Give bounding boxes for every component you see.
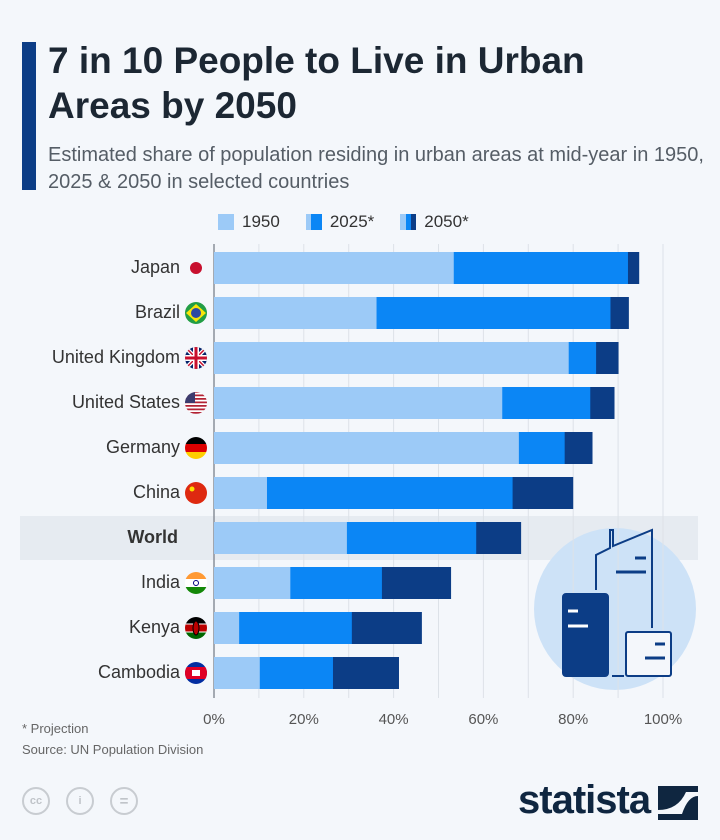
legend-swatch-2050 xyxy=(400,214,417,230)
bar-brazil-1950 xyxy=(214,297,377,329)
x-tick-label: 60% xyxy=(468,711,498,728)
x-tick-label: 40% xyxy=(379,711,409,728)
source: Source: UN Population Division xyxy=(22,742,204,757)
category-label: Brazil xyxy=(134,302,180,322)
legend-swatch-1950 xyxy=(218,214,234,230)
no-derivatives-icon[interactable]: = xyxy=(110,787,138,815)
germany-flag-icon xyxy=(185,437,207,459)
title-accent-bar xyxy=(22,42,36,190)
brazil-flag-icon xyxy=(185,302,207,324)
cambodia-flag-icon xyxy=(185,662,207,684)
x-tick-label: 0% xyxy=(203,711,225,728)
legend-item-2025: 2025* xyxy=(305,212,375,232)
bar-world-1950 xyxy=(214,522,347,554)
category-label: Germany xyxy=(105,437,180,457)
bar-cambodia-1950 xyxy=(214,657,260,689)
chart-subtitle: Estimated share of population residing i… xyxy=(48,144,704,193)
bar-united-states-1950 xyxy=(214,387,503,419)
category-label: Cambodia xyxy=(97,662,180,682)
bar-japan-1950 xyxy=(214,252,454,284)
category-label: United States xyxy=(71,392,180,412)
category-label: China xyxy=(132,482,180,502)
statista-logo-icon xyxy=(658,786,698,820)
category-label: Kenya xyxy=(128,617,180,637)
category-label: World xyxy=(127,527,178,547)
bar-india-1950 xyxy=(214,567,291,599)
japan-flag-icon xyxy=(190,262,202,274)
legend-label-2050: 2050* xyxy=(424,212,469,231)
bar-germany-1950 xyxy=(214,432,519,464)
chart-title: 7 in 10 People to Live in Urban Areas by… xyxy=(48,40,585,126)
category-label: India xyxy=(140,572,180,592)
statista-logo[interactable]: statista xyxy=(518,778,651,822)
x-tick-label: 20% xyxy=(289,711,319,728)
bar-china-1950 xyxy=(214,477,267,509)
footnote: * Projection xyxy=(22,721,89,736)
bar-kenya-1950 xyxy=(214,612,240,644)
x-tick-label: 80% xyxy=(558,711,588,728)
legend-item-1950: 1950 xyxy=(218,212,280,232)
attribution-icon[interactable]: i xyxy=(66,787,94,815)
china-flag-icon xyxy=(185,482,207,504)
x-tick-label: 100% xyxy=(644,711,682,728)
legend-swatch-2025 xyxy=(305,214,322,230)
city-illustration xyxy=(562,528,672,677)
india-flag-icon xyxy=(185,572,207,594)
category-label: United Kingdom xyxy=(51,347,180,367)
cc-license-icon[interactable]: cc xyxy=(22,787,50,815)
us-flag-icon xyxy=(185,392,207,414)
bar-united-kingdom-1950 xyxy=(214,342,569,374)
legend-label-1950: 1950 xyxy=(242,212,280,231)
uk-flag-icon xyxy=(185,347,207,369)
kenya-flag-icon xyxy=(185,617,207,639)
legend-label-2025: 2025* xyxy=(329,212,375,231)
legend: 1950 2025* 2050* xyxy=(218,212,469,232)
legend-item-2050: 2050* xyxy=(400,212,469,232)
category-label: Japan xyxy=(130,257,180,277)
